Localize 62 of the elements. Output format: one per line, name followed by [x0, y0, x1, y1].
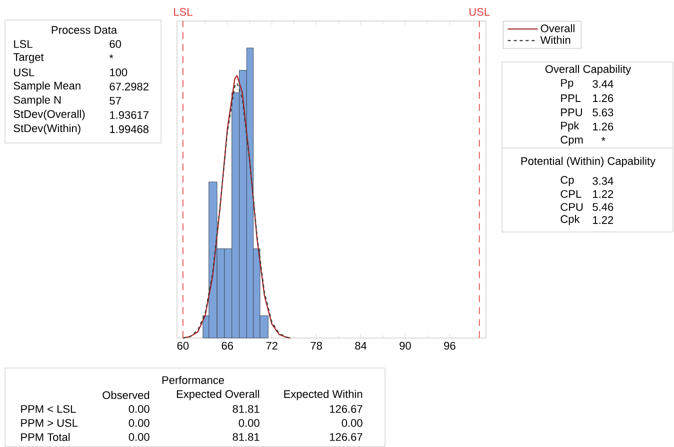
text: Expected Within — [284, 390, 362, 400]
text: Overall Capability — [545, 64, 632, 76]
text: 81.81 — [232, 405, 260, 413]
text: PPL — [561, 94, 581, 102]
text: PPM < LSL — [21, 405, 76, 413]
text: 126.67 — [330, 405, 362, 413]
ref-line-label: USL — [469, 8, 490, 16]
text: 1.22 — [593, 190, 614, 198]
text: 1.93617 — [110, 111, 148, 119]
text: CPL — [560, 190, 582, 198]
x-tick-label: 78 — [310, 342, 322, 350]
text: Expected Overall — [176, 390, 260, 400]
text: Performance — [162, 376, 224, 384]
text: Sample Mean — [14, 81, 80, 92]
text: 67.2982 — [110, 82, 148, 90]
text: 3.34 — [592, 177, 614, 185]
text: PPU — [561, 108, 582, 116]
text: 1.26 — [593, 94, 614, 102]
text: CPU — [560, 203, 583, 211]
legend-label: Within — [540, 36, 570, 44]
text: 1.99468 — [110, 125, 148, 134]
ref-line-label: LSL — [174, 8, 192, 16]
text: StDev(Within) — [14, 124, 80, 134]
text: Sample N — [14, 96, 61, 106]
text: StDev(Overall) — [14, 110, 85, 120]
legend-label: Overall — [540, 24, 574, 32]
text: Target — [13, 53, 44, 64]
text: 1.22 — [593, 216, 614, 224]
text: 0.00 — [128, 419, 150, 427]
text: Potential (Within) Capability — [521, 156, 656, 168]
text: 1.26 — [593, 122, 614, 130]
text: Cp — [560, 176, 574, 186]
text: 57 — [110, 96, 121, 105]
x-tick-label: 66 — [222, 342, 234, 350]
x-tick-label: 60 — [177, 342, 189, 350]
text: 0.00 — [128, 433, 150, 441]
x-tick-label: 84 — [355, 342, 367, 350]
text: Cpm — [560, 136, 583, 146]
text: Process Data — [52, 26, 118, 34]
text: Ppk — [561, 121, 580, 132]
text: LSL — [14, 40, 32, 48]
text: 81.81 — [232, 433, 260, 441]
text: USL — [14, 68, 34, 76]
text: 126.67 — [330, 433, 362, 441]
x-tick-label: 96 — [444, 342, 456, 350]
text: 0.00 — [342, 419, 362, 427]
text: 5.46 — [592, 203, 614, 211]
text: 100 — [110, 68, 128, 76]
text: Cpk — [560, 214, 580, 226]
text: Pp — [561, 79, 574, 89]
text: Observed — [102, 390, 150, 400]
text: PPM Total — [21, 432, 70, 442]
x-tick-label: 90 — [400, 342, 411, 350]
text: * — [601, 137, 606, 141]
text: PPM > USL — [21, 419, 78, 427]
text: * — [109, 54, 114, 58]
text: 3.44 — [592, 80, 614, 88]
text: 0.00 — [128, 405, 150, 413]
text: 5.63 — [592, 108, 614, 116]
text: 0.00 — [238, 419, 260, 427]
text: 60 — [110, 40, 122, 48]
x-tick-label: 72 — [266, 342, 278, 350]
